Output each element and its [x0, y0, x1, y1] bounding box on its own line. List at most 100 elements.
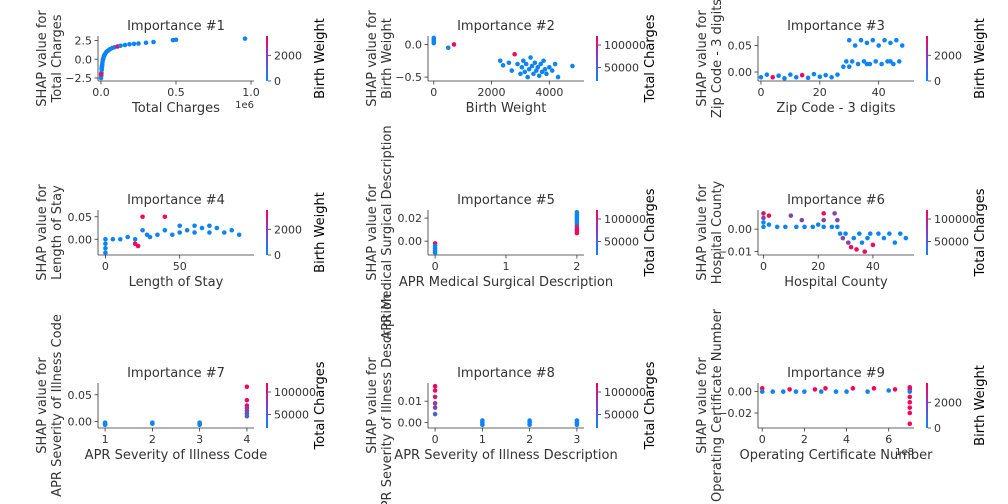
- data-point: [812, 387, 818, 392]
- data-point: [759, 389, 765, 394]
- subplot-title: Importance #6: [787, 193, 885, 208]
- data-point: [835, 217, 840, 223]
- data-point: [888, 59, 893, 64]
- subplot-title: Importance #4: [127, 193, 225, 208]
- data-point: [432, 405, 438, 410]
- data-point: [870, 242, 876, 248]
- y-tick-label: −0.5: [395, 71, 422, 84]
- data-point: [907, 421, 913, 427]
- data-point: [244, 413, 250, 419]
- subplot-title: Importance #9: [787, 366, 885, 381]
- data-point: [140, 214, 145, 220]
- x-tick-label: 0: [430, 86, 437, 99]
- data-point: [103, 241, 108, 247]
- data-point: [136, 41, 141, 46]
- colorbar-tick-label: 50000: [934, 236, 969, 249]
- data-point: [766, 222, 772, 227]
- data-point: [451, 42, 457, 47]
- data-point: [570, 63, 575, 69]
- y-tick-label: 0.0: [405, 38, 423, 51]
- data-point: [794, 224, 799, 230]
- colorbar-tick-label: 2000: [934, 396, 962, 409]
- data-point: [774, 224, 780, 230]
- y-tick-label: 0.01: [398, 395, 423, 408]
- data-point: [876, 43, 881, 48]
- data-point: [843, 231, 848, 236]
- data-point: [221, 230, 227, 235]
- data-point: [833, 389, 839, 394]
- data-point: [881, 235, 887, 241]
- data-point: [837, 231, 843, 236]
- data-point: [528, 55, 533, 60]
- data-point: [864, 61, 870, 67]
- y-axis-label-line: SHAP value for: [695, 10, 710, 107]
- colorbar: [596, 383, 598, 428]
- x-axis-label: Total Charges: [131, 101, 220, 116]
- data-point: [132, 236, 138, 242]
- colorbar-tick-label: 0: [274, 75, 281, 88]
- colorbar: [926, 210, 928, 255]
- y-axis-label-line: Length of Stay: [50, 185, 65, 280]
- data-point: [169, 232, 175, 238]
- data-point: [782, 76, 787, 81]
- data-point: [173, 37, 179, 43]
- colorbar-label: Total Charges: [643, 188, 658, 277]
- subplot-title: Importance #3: [787, 19, 885, 34]
- y-axis-label-line: Birth Weight: [380, 18, 395, 99]
- data-point: [846, 64, 852, 70]
- data-point: [887, 231, 892, 236]
- data-point: [549, 68, 555, 73]
- x-axis-label: APR Severity of Illness Description: [394, 448, 617, 463]
- data-point: [214, 225, 220, 231]
- data-point: [832, 211, 837, 216]
- data-point: [197, 422, 202, 428]
- data-point: [103, 250, 108, 256]
- data-point: [821, 217, 826, 223]
- data-point: [770, 389, 776, 394]
- data-point: [432, 250, 438, 255]
- colorbar-tick-label: 100000: [604, 213, 646, 226]
- data-point: [802, 389, 807, 394]
- colorbar: [266, 36, 268, 81]
- data-point: [780, 389, 786, 394]
- y-axis-label: SHAP value forLength of Stay: [35, 184, 65, 281]
- y-tick-label: 0.00: [398, 417, 423, 430]
- colorbar: [926, 383, 928, 428]
- x-axis-label: APR Medical Surgical Description: [399, 275, 613, 290]
- data-point: [896, 59, 902, 64]
- data-point: [856, 231, 862, 236]
- data-point: [110, 236, 116, 242]
- colorbar-tick-label: 50000: [274, 409, 309, 422]
- colorbar-tick-label: 0: [934, 422, 941, 435]
- data-point: [192, 230, 197, 235]
- y-tick-label: −2.5: [65, 72, 92, 85]
- data-point: [117, 236, 123, 242]
- x-tick-label: 1: [102, 433, 109, 446]
- data-point: [903, 235, 909, 241]
- x-tick-label: 3: [196, 433, 203, 446]
- data-point: [907, 405, 913, 410]
- data-point: [207, 230, 212, 235]
- data-point: [886, 388, 892, 393]
- data-point: [527, 418, 532, 423]
- data-point: [761, 215, 766, 221]
- data-point: [431, 40, 437, 46]
- y-tick-label: 0.00: [68, 233, 93, 246]
- data-point: [432, 383, 438, 389]
- y-axis-label-line: APR Medical Surgical Description: [380, 125, 395, 339]
- y-axis-label-line: SHAP value for: [35, 357, 50, 454]
- data-point: [758, 74, 764, 80]
- data-point: [432, 388, 438, 393]
- data-point: [871, 386, 877, 391]
- colorbar-label: Birth Weight: [973, 18, 988, 99]
- y-tick-label: 0.00: [728, 223, 753, 236]
- colorbar-tick-label: 50000: [604, 62, 639, 75]
- colorbar-tick-label: 2000: [934, 49, 962, 62]
- x-tick-label: 1: [479, 433, 486, 446]
- data-point: [118, 43, 123, 49]
- y-tick-label: −0.02: [718, 407, 752, 420]
- data-point: [552, 61, 558, 67]
